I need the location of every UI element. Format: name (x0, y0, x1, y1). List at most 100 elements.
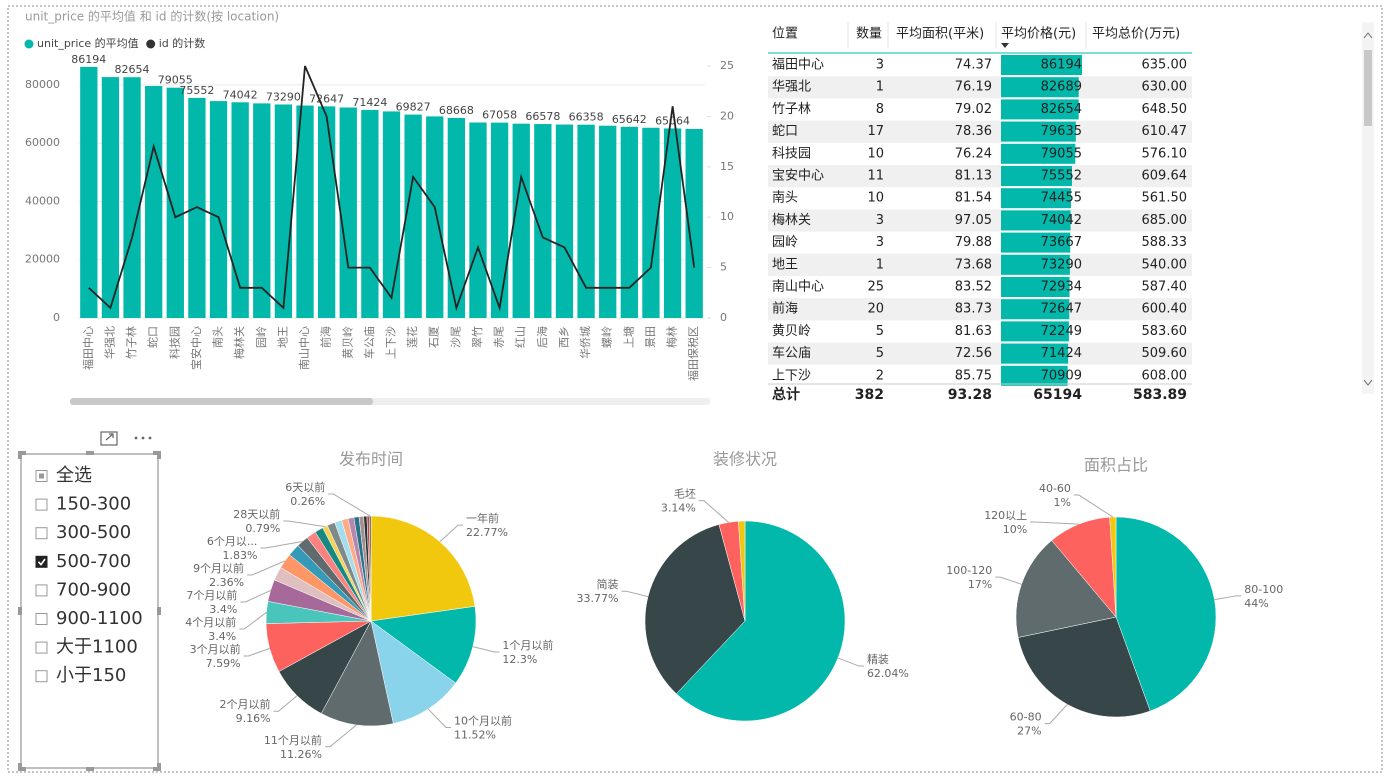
cell: 25 (867, 280, 884, 295)
y-tick-label: 0 (53, 311, 60, 324)
bar (274, 104, 293, 319)
x-tick-label: 上塘 (621, 326, 635, 348)
pie-value-label: 7.59% (206, 657, 241, 670)
cell: 72934 (1041, 280, 1082, 295)
checkbox[interactable] (35, 641, 48, 654)
checkbox[interactable] (35, 555, 48, 568)
pie-value-label: 62.04% (867, 667, 909, 680)
cell: 83.52 (955, 280, 992, 295)
pie-label: 80-100 (1244, 583, 1283, 596)
x-tick-label: 蛇口 (146, 326, 160, 348)
focus-mode-icon[interactable] (100, 431, 118, 446)
pie-slice (370, 620, 457, 724)
slicer-item[interactable]: 500-700 (56, 551, 131, 572)
slicer-item[interactable]: 全选 (56, 465, 92, 486)
pie-label: 简装 (596, 577, 618, 591)
more-options-icon[interactable] (134, 436, 152, 440)
x-tick-label: 景田 (644, 326, 657, 348)
y2-tick-label: 0 (720, 311, 727, 324)
pie-value-label: 9.16% (236, 712, 271, 725)
cell: 86194 (1041, 58, 1082, 73)
checkbox[interactable] (35, 670, 48, 683)
y-tick-label: 60000 (25, 136, 60, 149)
pie-label: 40-60 (1039, 482, 1071, 495)
cell: 南头 (772, 190, 798, 206)
cell: 17 (867, 124, 884, 139)
data-label: 65642 (612, 113, 647, 126)
leader-line (1073, 494, 1114, 518)
y2-tick-label: 15 (720, 160, 734, 173)
leader-line (283, 520, 326, 528)
leader-line (239, 612, 267, 630)
x-tick-label: 后海 (535, 326, 549, 348)
leader-line (472, 646, 500, 653)
checkbox[interactable] (35, 527, 48, 540)
cell: 509.60 (1142, 346, 1188, 361)
data-bar (1001, 166, 1072, 186)
cell: 8 (876, 102, 884, 117)
h-scroll-thumb[interactable] (70, 398, 373, 405)
pie-title: 发布时间 (339, 450, 403, 469)
checkbox[interactable] (35, 498, 48, 511)
leader-line (260, 540, 303, 549)
data-label: 74042 (223, 88, 258, 101)
cell: 635.00 (1142, 58, 1188, 73)
cell: 福田中心 (772, 58, 824, 73)
v-scroll-thumb[interactable] (1364, 50, 1372, 126)
cell: 蛇口 (772, 124, 798, 139)
pie-value-label: 1% (1053, 496, 1070, 509)
bar (166, 87, 184, 318)
data-bar (1001, 210, 1071, 231)
leader-line (995, 576, 1022, 585)
slicer-item[interactable]: 700-900 (56, 579, 131, 600)
y2-tick-label: 5 (720, 261, 727, 274)
cell: 竹子林 (772, 102, 811, 117)
slicer-item[interactable]: 小于150 (56, 665, 126, 686)
x-tick-label: 梅林关 (232, 326, 246, 359)
leader-line (1030, 521, 1079, 525)
cell: 685.00 (1142, 213, 1188, 228)
bar (361, 109, 379, 318)
line (88, 65, 696, 312)
data-label: 68668 (439, 104, 474, 117)
x-tick-label: 莲花 (406, 326, 419, 348)
v-scroll-up[interactable] (1363, 32, 1373, 39)
pie-label: 2个月以前 (220, 697, 271, 711)
pie-slice (320, 620, 394, 727)
row-band (768, 76, 1192, 99)
row-band (768, 342, 1192, 365)
data-bar (1001, 343, 1069, 364)
cell: 上下沙 (772, 368, 811, 383)
slicer-item[interactable]: 900-1100 (56, 608, 143, 629)
slicer-item[interactable]: 300-500 (56, 522, 131, 543)
checkbox[interactable] (35, 613, 48, 625)
x-tick-label: 前海 (319, 326, 333, 348)
cell: 648.50 (1142, 102, 1188, 117)
pie-value-label: 0.26% (290, 495, 325, 508)
cell: 1 (876, 80, 884, 95)
cell: 72647 (1041, 302, 1082, 317)
cell: 南山中心 (772, 279, 824, 295)
data-bar (1001, 277, 1070, 297)
leader-line (243, 647, 270, 657)
cell: 地王 (772, 257, 798, 272)
cell: 10 (867, 191, 884, 206)
cell: 630.00 (1142, 80, 1188, 95)
pie-value-label: 11.26% (280, 748, 322, 761)
slicer-item[interactable]: 150-300 (56, 494, 131, 515)
leader-line (1214, 595, 1242, 601)
data-label: 65064 (655, 114, 690, 127)
bar (339, 107, 357, 318)
data-bar (1001, 321, 1069, 342)
slicer-item[interactable]: 大于1100 (56, 637, 138, 658)
leader-line (240, 589, 271, 603)
v-scroll-down[interactable] (1363, 379, 1373, 386)
checkbox[interactable] (35, 584, 48, 597)
pie-label: 精装 (867, 653, 889, 666)
bar (253, 103, 271, 318)
pie-label: 3个月以前 (190, 642, 241, 656)
data-bar (1001, 99, 1079, 120)
row-band (768, 120, 1192, 143)
pie-label: 一年前 (466, 511, 499, 525)
